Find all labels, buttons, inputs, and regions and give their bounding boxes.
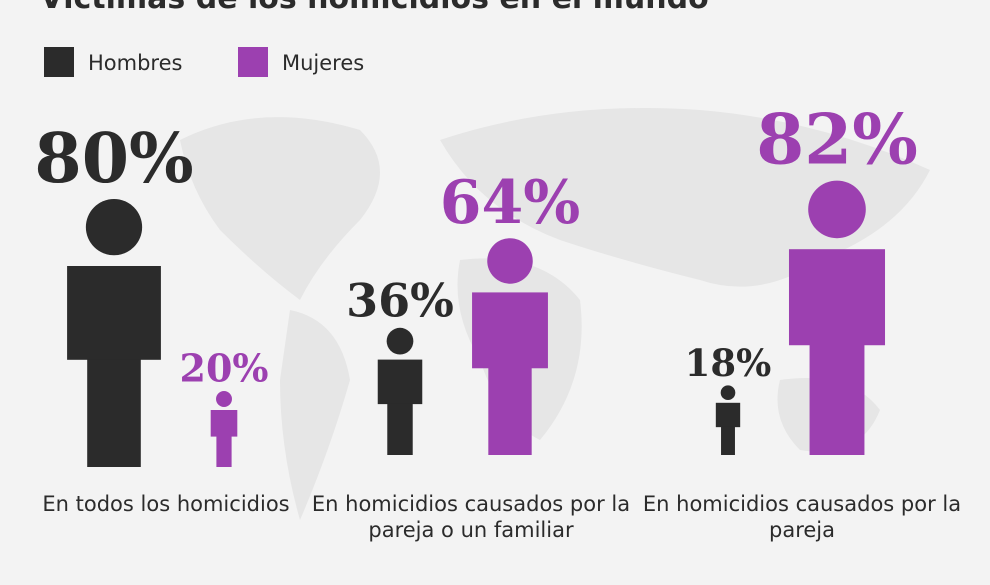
legend-swatch (238, 47, 268, 77)
value-label: 64% (440, 168, 581, 238)
value-label: 18% (685, 341, 772, 385)
person-icon (788, 180, 886, 455)
person-icon (377, 327, 423, 455)
person-head (720, 385, 736, 401)
person-icon (210, 391, 238, 467)
person-head (808, 180, 866, 239)
person-torso (715, 402, 741, 428)
person-legs (216, 436, 232, 467)
person-head (216, 391, 232, 407)
person-torso (210, 410, 238, 437)
person-icon (67, 199, 161, 467)
person-head (487, 238, 533, 284)
person-torso (67, 266, 161, 360)
person-legs (721, 426, 735, 455)
person-legs (87, 359, 141, 467)
person-legs (809, 344, 865, 455)
value-label: 82% (756, 99, 918, 180)
person-icon (715, 385, 741, 455)
value-label: 80% (34, 119, 193, 199)
legend-swatch (44, 47, 74, 77)
person-legs (387, 403, 413, 455)
person-legs (488, 367, 532, 455)
category-label: En homicidios causados por la pareja o u… (311, 492, 631, 542)
person-torso (472, 292, 548, 369)
value-label: 36% (346, 273, 454, 327)
person-head (386, 327, 414, 355)
legend-label: Mujeres (282, 51, 364, 75)
person-head (85, 199, 143, 256)
person-torso (377, 359, 423, 405)
category-label: En todos los homicidios (42, 492, 290, 516)
person-icon (472, 238, 548, 455)
person-torso (788, 249, 886, 346)
value-label: 20% (180, 346, 269, 391)
legend-label: Hombres (88, 51, 182, 75)
chart-title: Víctimas de los homicidios en el mundo (40, 0, 709, 16)
category-label: En homicidios causados por la pareja (642, 492, 962, 542)
